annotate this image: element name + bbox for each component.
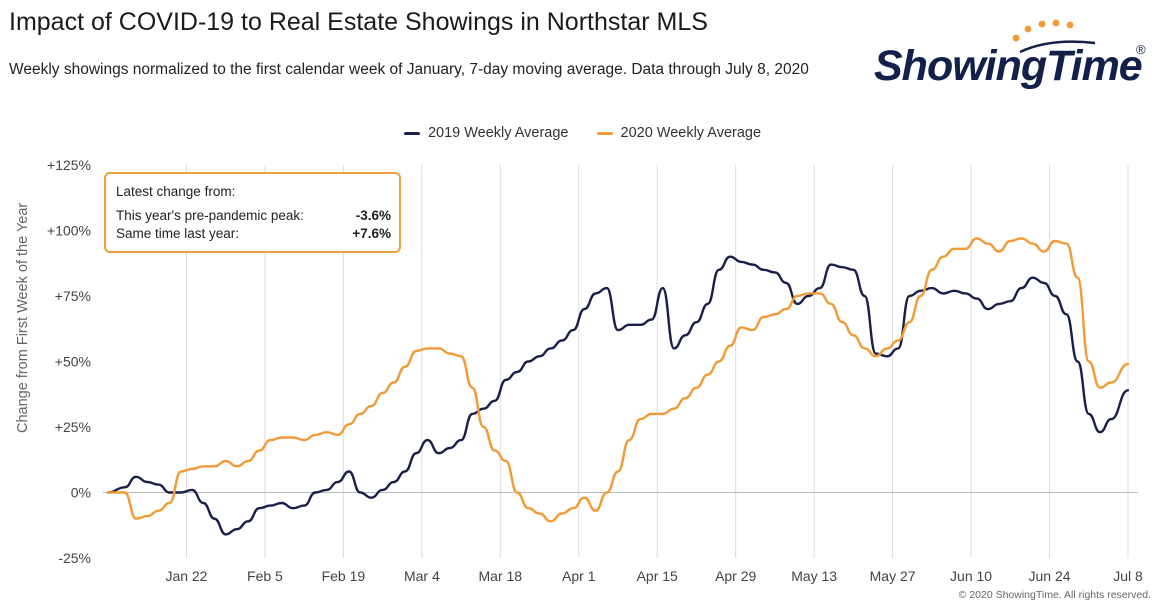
- x-tick-label: May 13: [791, 568, 837, 584]
- y-tick-label: +25%: [55, 419, 91, 435]
- y-tick-label: -25%: [58, 550, 91, 566]
- x-tick-label: Jun 24: [1029, 568, 1071, 584]
- callout-title: Latest change from:: [116, 184, 236, 199]
- callout-label-last-year: Same time last year:: [116, 226, 240, 241]
- callout-value-peak: -3.6%: [355, 208, 391, 223]
- latest-change-callout: Latest change from: This year's pre-pand…: [104, 172, 401, 253]
- x-tick-label: Feb 5: [247, 568, 283, 584]
- legend-item-2020[interactable]: 2020 Weekly Average: [596, 125, 762, 141]
- y-tick-label: +125%: [47, 157, 91, 173]
- y-tick-label: +100%: [47, 223, 91, 239]
- callout-row-last-year: Same time last year: +7.6%: [116, 226, 391, 241]
- legend-label-2019: 2019 Weekly Average: [427, 125, 569, 141]
- x-tick-label: Feb 19: [322, 568, 366, 584]
- callout-value-last-year: +7.6%: [352, 226, 391, 241]
- y-axis-ticks: -25% 0% +25% +50% +75% +100% +125%: [47, 157, 91, 566]
- grid-layer: [103, 165, 1138, 558]
- legend-swatch-2020: [596, 131, 613, 135]
- y-tick-label: 0%: [71, 485, 91, 501]
- showingtime-logo: ShowingTime ®: [870, 16, 1155, 96]
- x-tick-label: Jun 10: [950, 568, 992, 584]
- chart-legend: 2019 Weekly Average 2020 Weekly Average: [0, 125, 1165, 141]
- x-tick-label: May 27: [870, 568, 916, 584]
- y-tick-label: +50%: [55, 354, 91, 370]
- legend-swatch-2019: [403, 131, 420, 135]
- x-tick-label: Mar 18: [479, 568, 523, 584]
- callout-row-peak: This year's pre-pandemic peak: -3.6%: [116, 208, 391, 223]
- y-tick-label: +75%: [55, 288, 91, 304]
- x-tick-label: Apr 29: [715, 568, 756, 584]
- x-tick-label: Apr 15: [637, 568, 678, 584]
- x-tick-label: Apr 1: [562, 568, 596, 584]
- series-line-2019: [106, 255, 1130, 536]
- y-axis-label: Change from First Week of the Year: [15, 202, 31, 433]
- chart-title: Impact of COVID-19 to Real Estate Showin…: [9, 8, 708, 36]
- logo-text: ShowingTime: [874, 42, 1143, 90]
- x-tick-label: Jul 8: [1113, 568, 1143, 584]
- logo-registered-mark: ®: [1136, 42, 1146, 57]
- logo-swoosh-icon: [1012, 19, 1096, 54]
- callout-label-peak: This year's pre-pandemic peak:: [116, 208, 304, 223]
- x-tick-label: Mar 4: [404, 568, 440, 584]
- copyright-notice: © 2020 ShowingTime. All rights reserved.: [958, 589, 1151, 601]
- legend-item-2019[interactable]: 2019 Weekly Average: [403, 125, 569, 141]
- series-line-2020: [106, 237, 1130, 523]
- x-axis-ticks: Jan 22 Feb 5 Feb 19 Mar 4 Mar 18 Apr 1 Apr 15 A…: [165, 568, 1143, 584]
- chart-subtitle: Weekly showings normalized to the first …: [9, 61, 809, 78]
- legend-label-2020: 2020 Weekly Average: [620, 125, 762, 141]
- series-layer: [106, 237, 1130, 536]
- x-tick-label: Jan 22: [165, 568, 207, 584]
